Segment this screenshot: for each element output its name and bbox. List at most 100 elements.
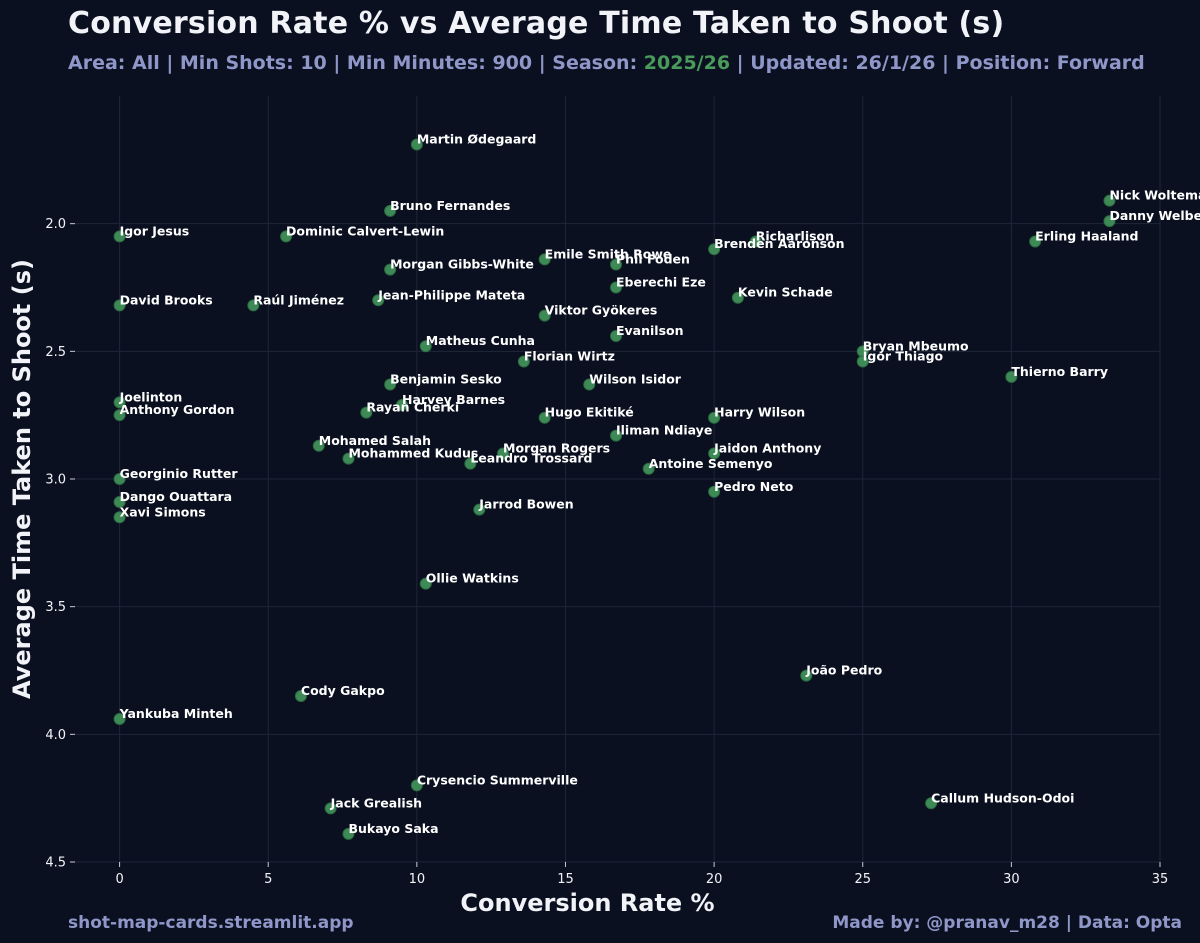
scatter-point[interactable] bbox=[856, 355, 869, 368]
point-label: Igor Thiago bbox=[863, 349, 944, 364]
scatter-point[interactable] bbox=[113, 299, 126, 312]
point-label: Joelinton bbox=[119, 389, 183, 404]
scatter-point[interactable] bbox=[113, 409, 126, 422]
scatter-point[interactable] bbox=[610, 330, 623, 343]
point-label: Igor Jesus bbox=[120, 223, 190, 238]
point-label: Phil Foden bbox=[616, 252, 690, 267]
scatter-point[interactable] bbox=[497, 447, 510, 460]
x-tick-label: 10 bbox=[409, 872, 426, 887]
scatter-point[interactable] bbox=[372, 294, 385, 307]
scatter-point[interactable] bbox=[473, 503, 486, 516]
point-label: Florian Wirtz bbox=[524, 349, 615, 364]
point-label: Benjamin Sesko bbox=[390, 372, 502, 387]
scatter-point[interactable] bbox=[538, 309, 551, 322]
point-label: Erling Haaland bbox=[1035, 229, 1138, 244]
scatter-point[interactable] bbox=[324, 802, 337, 815]
y-axis-title: Average Time Taken to Shoot (s) bbox=[8, 259, 36, 699]
scatter-point[interactable] bbox=[419, 577, 432, 590]
y-tick-label: 3.0 bbox=[45, 473, 66, 488]
footer-site-link[interactable]: shot-map-cards.streamlit.app bbox=[68, 913, 354, 933]
scatter-point[interactable] bbox=[384, 204, 397, 217]
subtitle-updated-position: | Updated: 26/1/26 | Position: Forward bbox=[730, 52, 1145, 74]
scatter-point[interactable] bbox=[642, 462, 655, 475]
scatter-point[interactable] bbox=[538, 411, 551, 424]
y-tick-label: 4.5 bbox=[45, 856, 66, 871]
scatter-point[interactable] bbox=[395, 398, 408, 411]
scatter-point[interactable] bbox=[610, 281, 623, 294]
point-label: Callum Hudson-Odoi bbox=[931, 790, 1074, 805]
scatter-point[interactable] bbox=[113, 713, 126, 726]
point-label: Danny Welbeck bbox=[1109, 208, 1200, 223]
scatter-point[interactable] bbox=[280, 230, 293, 243]
point-label: Matheus Cunha bbox=[426, 333, 535, 348]
scatter-point[interactable] bbox=[708, 411, 721, 424]
scatter-point[interactable] bbox=[1029, 235, 1042, 248]
scatter-point[interactable] bbox=[731, 291, 744, 304]
scatter-point[interactable] bbox=[410, 779, 423, 792]
point-label: Crysencio Summerville bbox=[417, 772, 578, 787]
scatter-point[interactable] bbox=[294, 690, 307, 703]
point-label: Jarrod Bowen bbox=[478, 497, 573, 512]
scatter-point[interactable] bbox=[312, 439, 325, 452]
scatter-point[interactable] bbox=[538, 253, 551, 266]
y-tick-label: 2.5 bbox=[45, 345, 66, 360]
scatter-point[interactable] bbox=[708, 485, 721, 498]
scatter-point[interactable] bbox=[708, 243, 721, 256]
x-tick-label: 20 bbox=[706, 872, 723, 887]
point-label: Jaidon Anthony bbox=[713, 440, 821, 455]
subtitle-filters: Area: All | Min Shots: 10 | Min Minutes:… bbox=[68, 52, 644, 74]
scatter-point[interactable] bbox=[749, 235, 762, 248]
point-label: Mohamed Salah bbox=[319, 433, 431, 448]
scatter-point[interactable] bbox=[342, 827, 355, 840]
point-label: Morgan Rogers bbox=[503, 440, 610, 455]
scatter-point[interactable] bbox=[113, 511, 126, 524]
label-layer: Martin Ødegaard Nick Woltemade Danny Welbe… bbox=[119, 132, 1200, 836]
point-label: Harry Wilson bbox=[714, 405, 805, 420]
scatter-point[interactable] bbox=[342, 452, 355, 465]
point-label: Bukayo Saka bbox=[348, 821, 438, 836]
point-label: Richarlison bbox=[756, 229, 834, 244]
scatter-point[interactable] bbox=[113, 230, 126, 243]
scatter-point[interactable] bbox=[610, 258, 623, 271]
point-label: Ollie Watkins bbox=[426, 571, 519, 586]
point-label: Hugo Ekitiké bbox=[545, 405, 634, 420]
point-label: Pedro Neto bbox=[714, 479, 794, 494]
scatter-point[interactable] bbox=[1005, 370, 1018, 383]
scatter-point[interactable] bbox=[583, 378, 596, 391]
x-tick-label: 5 bbox=[264, 872, 272, 887]
point-label: Dango Ouattara bbox=[120, 489, 233, 504]
scatter-point[interactable] bbox=[384, 263, 397, 276]
x-tick-label: 30 bbox=[1003, 872, 1020, 887]
scatter-point[interactable] bbox=[464, 457, 477, 470]
scatter-point[interactable] bbox=[113, 396, 126, 409]
scatter-point[interactable] bbox=[113, 495, 126, 508]
point-label: Viktor Gyökeres bbox=[545, 303, 658, 318]
point-label: Kevin Schade bbox=[738, 285, 833, 300]
scatter-point[interactable] bbox=[517, 355, 530, 368]
scatter-point[interactable] bbox=[360, 406, 373, 419]
scatter-point[interactable] bbox=[925, 797, 938, 810]
scatter-point[interactable] bbox=[610, 429, 623, 442]
scatter-point[interactable] bbox=[1103, 194, 1116, 207]
x-tick-label: 25 bbox=[854, 872, 871, 887]
scatter-point[interactable] bbox=[800, 669, 813, 682]
scatter-point[interactable] bbox=[708, 447, 721, 460]
point-label: Brenden Aaronson bbox=[714, 236, 844, 251]
scatter-point[interactable] bbox=[1103, 215, 1116, 228]
point-label: Anthony Gordon bbox=[120, 402, 235, 417]
point-label: Wilson Isidor bbox=[589, 372, 682, 387]
y-tick-label: 2.0 bbox=[45, 217, 66, 232]
scatter-point[interactable] bbox=[384, 378, 397, 391]
scatter-point[interactable] bbox=[113, 473, 126, 485]
scatter-point[interactable] bbox=[419, 340, 432, 353]
point-label: Thierno Barry bbox=[1011, 364, 1108, 379]
point-label: Evanilson bbox=[616, 323, 684, 338]
grid-layer bbox=[75, 96, 1161, 863]
point-label: Jean-Philippe Mateta bbox=[377, 287, 525, 302]
scatter-point[interactable] bbox=[247, 299, 260, 312]
point-label: Leandro Trossard bbox=[470, 451, 592, 466]
point-label: Antoine Semenyo bbox=[649, 456, 773, 471]
x-axis-title: Conversion Rate % bbox=[460, 889, 714, 917]
scatter-point[interactable] bbox=[410, 138, 423, 151]
point-label: Georginio Rutter bbox=[120, 466, 239, 481]
